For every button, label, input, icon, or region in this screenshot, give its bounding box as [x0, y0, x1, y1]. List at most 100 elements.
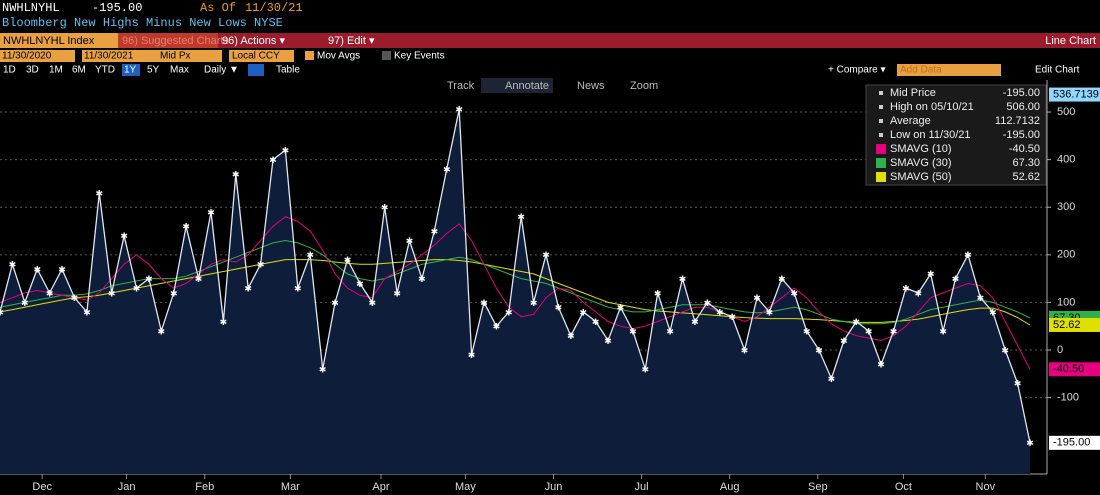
legend-value: -195.00: [1003, 129, 1040, 141]
table-button[interactable]: Table: [276, 65, 300, 76]
compare[interactable]: + Compare ▾: [828, 65, 886, 76]
last-price: -195.00: [92, 1, 142, 15]
price-point: ✱: [828, 374, 836, 384]
price-point: ✱: [443, 165, 451, 175]
start-date-box[interactable]: [0, 50, 75, 62]
price-point: ✱: [58, 264, 66, 274]
y-tick-label: 0: [1057, 344, 1063, 356]
price-point: ✱: [579, 307, 587, 317]
price-point: ✱: [120, 231, 128, 241]
period-button[interactable]: 5Y: [147, 65, 160, 76]
price-point: ✱: [468, 350, 476, 360]
price-point: ✱: [505, 307, 513, 317]
price-point: ✱: [778, 274, 786, 284]
price-point: ✱: [666, 326, 674, 336]
price-point: ✱: [766, 307, 774, 317]
edit-menu[interactable]: 97) Edit ▾: [328, 35, 375, 47]
mov-avgs[interactable]: Mov Avgs: [317, 51, 360, 62]
chart-icon[interactable]: [248, 64, 264, 76]
legend-value: 506.00: [1006, 101, 1040, 113]
price-point: ✱: [0, 307, 4, 317]
price-point: ✱: [691, 317, 699, 327]
legend-value: 52.62: [1012, 171, 1040, 183]
tool-button[interactable]: Zoom: [630, 80, 658, 92]
chart-kind: Line Chart: [1045, 35, 1096, 47]
selected-period[interactable]: [122, 64, 140, 76]
price-point: ✱: [852, 317, 860, 327]
checkbox[interactable]: [305, 51, 314, 60]
y-tick-label: 500: [1057, 106, 1075, 118]
period-button[interactable]: 6M: [72, 65, 86, 76]
legend-label: Mid Price: [890, 87, 936, 99]
price-point: ✱: [530, 298, 538, 308]
legend-swatch: [876, 158, 886, 168]
price-point: ✱: [604, 336, 612, 346]
add-data[interactable]: Add Data: [900, 65, 942, 76]
frequency[interactable]: Daily ▼: [204, 65, 239, 76]
x-tick-label: Aug: [720, 481, 740, 493]
end-date-box[interactable]: [82, 50, 157, 62]
legend-marker: [879, 133, 883, 137]
security-box[interactable]: [0, 33, 118, 48]
tool-button[interactable]: Track: [447, 80, 475, 92]
period-button[interactable]: 1D: [3, 65, 16, 76]
suggested-charts[interactable]: 96) Suggested Charts: [122, 35, 230, 47]
tool-button[interactable]: Annotate: [505, 80, 549, 92]
price-point: ✱: [418, 274, 426, 284]
legend-label: High on 05/10/21: [890, 101, 974, 113]
period-button[interactable]: 1M: [49, 65, 63, 76]
legend-label: SMAVG (10): [890, 143, 952, 155]
legend-marker: [879, 119, 883, 123]
price-point: ✱: [989, 307, 997, 317]
as-of-label: As Of: [200, 1, 236, 15]
x-tick-label: Jun: [545, 481, 563, 493]
checkbox[interactable]: [382, 51, 391, 60]
actions-menu[interactable]: 96) Actions ▾: [222, 35, 285, 47]
end-date[interactable]: 11/30/2021: [84, 51, 134, 62]
suggested-box[interactable]: [118, 33, 218, 48]
price-point: ✱: [145, 274, 153, 284]
price-point: ✱: [46, 288, 54, 298]
x-tick-label: Apr: [372, 481, 389, 493]
price-point: ✱: [517, 212, 525, 222]
add-data-box[interactable]: [897, 64, 1001, 76]
price-point: ✱: [555, 303, 563, 313]
period-button[interactable]: Max: [170, 65, 189, 76]
price-point: ✱: [33, 264, 41, 274]
price-point: ✱: [915, 288, 923, 298]
menu-bar: [0, 33, 1100, 48]
edit-chart[interactable]: Edit Chart: [1035, 65, 1080, 76]
currency-box[interactable]: [229, 50, 294, 62]
price-point: ✱: [406, 236, 414, 246]
key-events[interactable]: Key Events: [394, 51, 445, 62]
period-button[interactable]: 1Y: [124, 65, 137, 76]
price-point: ✱: [431, 226, 439, 236]
price-point: ✱: [493, 322, 501, 332]
price-point: ✱: [617, 303, 625, 313]
price-point: ✱: [964, 250, 972, 260]
tool-button[interactable]: News: [577, 80, 605, 92]
start-date[interactable]: 11/30/2020: [2, 51, 52, 62]
legend-label: Average: [890, 115, 931, 127]
period-button[interactable]: 3D: [26, 65, 39, 76]
price-point: ✱: [902, 284, 910, 294]
period-buttons: 1D 3D 1M 6M YTD 1Y 5Y Max: [3, 64, 189, 76]
ticker: NWHLNYHL: [2, 1, 60, 15]
currency[interactable]: Local CCY: [232, 51, 280, 62]
y-tick-label: 300: [1057, 201, 1075, 213]
period-button[interactable]: YTD: [95, 65, 115, 76]
field[interactable]: Mid Px: [160, 51, 191, 62]
price-point: ✱: [840, 336, 848, 346]
price-point: ✱: [220, 317, 228, 327]
tool-highlight[interactable]: [481, 78, 553, 93]
price-point: ✱: [679, 274, 687, 284]
y-tick-label: 100: [1057, 296, 1075, 308]
price-point: ✱: [282, 145, 290, 155]
x-tick-label: Nov: [976, 481, 996, 493]
security[interactable]: NWHLNYHL Index: [3, 35, 95, 47]
field-box[interactable]: [157, 50, 222, 62]
price-point: ✱: [96, 188, 104, 198]
price-point: ✱: [939, 326, 947, 336]
price-point: ✱: [1001, 345, 1009, 355]
